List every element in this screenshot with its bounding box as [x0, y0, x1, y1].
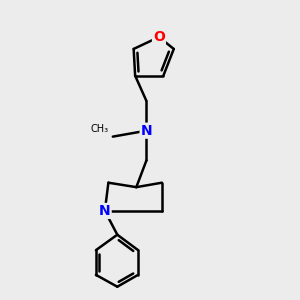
Text: CH₃: CH₃ [90, 124, 108, 134]
Text: O: O [153, 30, 165, 44]
Text: N: N [99, 204, 111, 218]
Text: N: N [141, 124, 152, 138]
